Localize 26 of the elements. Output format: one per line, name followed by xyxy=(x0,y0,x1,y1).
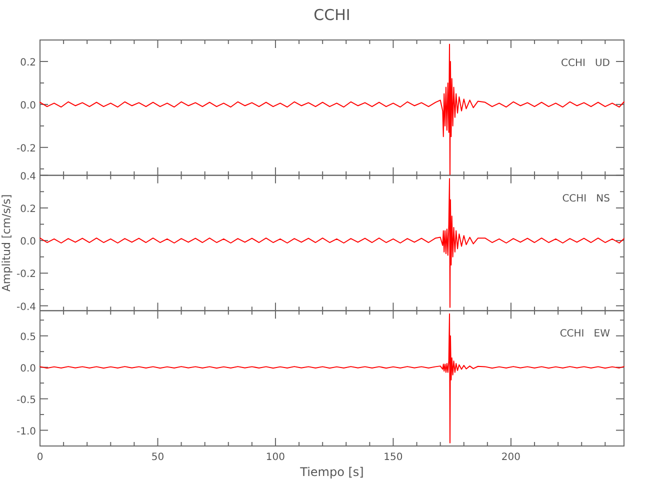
annotation: CCHI NS xyxy=(562,193,610,204)
y-tick-label: -0.2 xyxy=(16,143,36,154)
y-tick-label: 0.2 xyxy=(20,204,36,215)
x-tick-label: 100 xyxy=(266,452,286,463)
x-axis-title: Tiempo [s] xyxy=(299,465,364,479)
annotation: CCHI EW xyxy=(560,328,610,340)
line-series xyxy=(40,44,624,176)
y-axis-title: Amplitud [cm/s/s] xyxy=(0,194,13,292)
x-tick-label: 50 xyxy=(151,452,164,463)
y-tick-label: 0.0 xyxy=(20,100,36,112)
annotation: CCHI UD xyxy=(561,58,610,69)
y-tick-label: 0.0 xyxy=(20,236,36,248)
y-tick-label: 0.5 xyxy=(20,332,36,343)
line-series xyxy=(40,313,624,444)
x-tick-label: 0 xyxy=(36,452,44,463)
y-tick-label: -0.4 xyxy=(16,302,36,313)
x-tick-label: 150 xyxy=(384,452,403,463)
y-tick-label: -0.5 xyxy=(16,394,36,406)
y-tick-label: 0.0 xyxy=(20,363,36,374)
y-tick-label: 0.4 xyxy=(20,171,36,182)
line-series xyxy=(40,178,624,308)
x-tick-label: 200 xyxy=(501,452,521,463)
chart-title: CCHI xyxy=(314,6,350,24)
y-tick-label: 0.2 xyxy=(20,57,36,68)
y-tick-label: -1.0 xyxy=(16,426,36,438)
y-tick-label: -0.2 xyxy=(16,269,36,280)
